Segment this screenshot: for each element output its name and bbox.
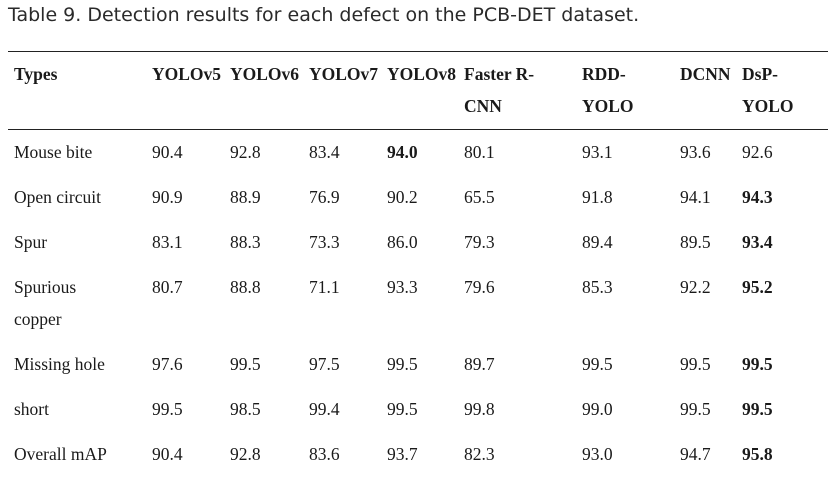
value-cell: 99.5 (387, 399, 418, 419)
value-cell: 90.4 (152, 444, 183, 464)
value-cell: 92.6 (742, 142, 773, 162)
value-cell: 89.7 (464, 354, 495, 374)
value-cell: 80.1 (464, 142, 495, 162)
table-top-rule (8, 51, 828, 52)
value-cell: 79.6 (464, 277, 495, 297)
value-cell: 79.3 (464, 232, 495, 252)
column-header: YOLOv6 (230, 64, 300, 84)
value-cell: 98.5 (230, 399, 261, 419)
value-cell: 88.9 (230, 187, 261, 207)
value-cell: 92.2 (680, 277, 711, 297)
value-cell: 97.6 (152, 354, 183, 374)
column-header: YOLO (742, 96, 794, 116)
best-value-cell: 99.5 (742, 354, 773, 374)
column-header: Types (14, 64, 58, 84)
value-cell: 90.9 (152, 187, 183, 207)
value-cell: 89.5 (680, 232, 711, 252)
best-value-cell: 95.8 (742, 444, 773, 464)
value-cell: 99.5 (680, 354, 711, 374)
value-cell: 90.4 (152, 142, 183, 162)
row-type-label: copper (14, 309, 62, 329)
value-cell: 99.5 (152, 399, 183, 419)
value-cell: 76.9 (309, 187, 340, 207)
value-cell: 83.1 (152, 232, 183, 252)
best-value-cell: 95.2 (742, 277, 773, 297)
value-cell: 86.0 (387, 232, 418, 252)
column-header: DCNN (680, 64, 731, 84)
column-header: YOLOv5 (152, 64, 222, 84)
table-header-rule (8, 129, 828, 130)
value-cell: 93.1 (582, 142, 613, 162)
value-cell: 94.1 (680, 187, 711, 207)
column-header: Faster R- (464, 64, 535, 84)
row-type-label: Open circuit (14, 187, 101, 207)
value-cell: 99.4 (309, 399, 340, 419)
value-cell: 99.5 (680, 399, 711, 419)
value-cell: 89.4 (582, 232, 613, 252)
value-cell: 71.1 (309, 277, 340, 297)
value-cell: 92.8 (230, 444, 261, 464)
row-type-label: Spur (14, 232, 48, 252)
best-value-cell: 93.4 (742, 232, 773, 252)
value-cell: 90.2 (387, 187, 418, 207)
best-value-cell: 94.3 (742, 187, 773, 207)
value-cell: 91.8 (582, 187, 613, 207)
column-header: YOLOv7 (309, 64, 379, 84)
value-cell: 80.7 (152, 277, 183, 297)
value-cell: 99.5 (230, 354, 261, 374)
row-type-label: Mouse bite (14, 142, 93, 162)
best-value-cell: 94.0 (387, 142, 418, 162)
value-cell: 97.5 (309, 354, 340, 374)
column-header: YOLO (582, 96, 634, 116)
row-type-label: short (14, 399, 49, 419)
table-caption: Table 9. Detection results for each defe… (8, 4, 640, 26)
row-type-label: Overall mAP (14, 444, 107, 464)
row-type-label: Missing hole (14, 354, 105, 374)
column-header: CNN (464, 96, 502, 116)
column-header: DsP- (742, 64, 778, 84)
column-header: RDD- (582, 64, 626, 84)
value-cell: 93.7 (387, 444, 418, 464)
value-cell: 83.6 (309, 444, 340, 464)
value-cell: 88.8 (230, 277, 261, 297)
value-cell: 65.5 (464, 187, 495, 207)
value-cell: 99.5 (387, 354, 418, 374)
value-cell: 83.4 (309, 142, 340, 162)
value-cell: 93.3 (387, 277, 418, 297)
value-cell: 93.6 (680, 142, 711, 162)
value-cell: 82.3 (464, 444, 495, 464)
value-cell: 99.5 (582, 354, 613, 374)
value-cell: 73.3 (309, 232, 340, 252)
value-cell: 94.7 (680, 444, 711, 464)
best-value-cell: 99.5 (742, 399, 773, 419)
value-cell: 93.0 (582, 444, 613, 464)
value-cell: 92.8 (230, 142, 261, 162)
row-type-label: Spurious (14, 277, 77, 297)
value-cell: 88.3 (230, 232, 261, 252)
value-cell: 99.0 (582, 399, 613, 419)
value-cell: 85.3 (582, 277, 613, 297)
value-cell: 99.8 (464, 399, 495, 419)
column-header: YOLOv8 (387, 64, 457, 84)
